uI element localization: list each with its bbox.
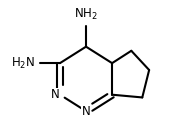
Text: NH$_2$: NH$_2$ <box>74 7 98 22</box>
Text: N: N <box>82 105 90 118</box>
Text: H$_2$N: H$_2$N <box>11 56 35 71</box>
Text: N: N <box>51 88 60 101</box>
